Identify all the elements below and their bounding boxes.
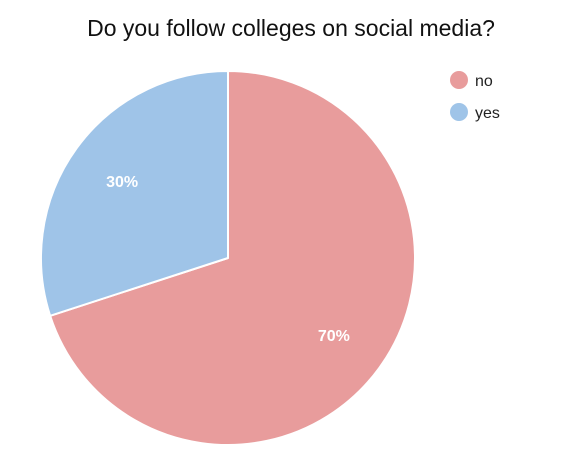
chart-title: Do you follow colleges on social media? <box>87 15 495 41</box>
pie-slice-label-yes: 30% <box>106 174 138 191</box>
pie-slice-label-no: 70% <box>318 328 350 345</box>
legend-item-no: no <box>450 71 493 90</box>
legend-label-no: no <box>475 73 493 90</box>
pie-slices <box>40 70 416 446</box>
legend-swatch-yes <box>450 103 468 121</box>
pie-slice-yes <box>40 70 229 317</box>
pie-slice-labels: 70% 30% <box>106 174 350 345</box>
legend-label-yes: yes <box>475 105 500 122</box>
legend-item-yes: yes <box>450 103 500 122</box>
legend-swatch-no <box>450 71 468 89</box>
legend: no yes <box>450 71 500 122</box>
pie-slice-no <box>49 70 416 446</box>
